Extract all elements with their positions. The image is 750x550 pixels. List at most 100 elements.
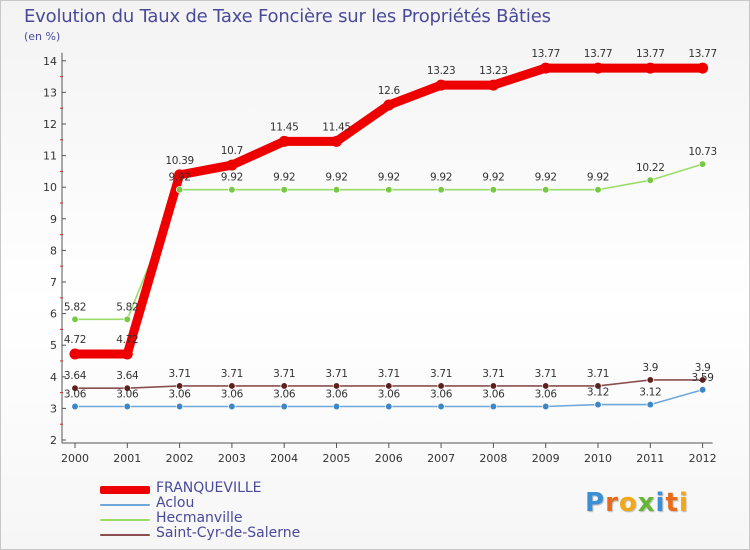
y-tick-label: 11 — [43, 150, 57, 163]
data-label-aclou: 3.06 — [430, 389, 453, 401]
data-label-saint-cyr-de-salerne: 3.64 — [64, 370, 87, 382]
data-point-franqueville — [644, 62, 656, 74]
data-label-aclou: 3.06 — [116, 389, 139, 401]
data-point-franqueville — [226, 159, 238, 171]
data-point-aclou — [646, 400, 654, 409]
data-label-aclou: 3.06 — [325, 389, 348, 401]
data-point-hecmanville — [332, 186, 341, 194]
logo-letter: r — [605, 488, 619, 518]
legend-swatch-hecmanville — [100, 519, 150, 521]
data-point-franqueville — [121, 348, 133, 360]
data-point-hecmanville — [385, 186, 393, 194]
data-point-aclou — [385, 402, 393, 411]
legend-label-hecmanville: Hecmanville — [156, 510, 243, 526]
data-label-franqueville: 13.77 — [584, 48, 613, 60]
data-point-hecmanville — [646, 176, 654, 184]
x-tick-label: 2012 — [689, 452, 717, 465]
data-point-saint-cyr-de-salerne — [594, 382, 602, 390]
x-tick-label: 2000 — [61, 452, 89, 465]
data-point-aclou — [594, 400, 602, 409]
series-line-franqueville — [70, 63, 708, 359]
data-point-aclou — [280, 402, 288, 411]
data-label-franqueville: 13.23 — [427, 65, 456, 77]
data-point-hecmanville — [489, 186, 498, 194]
data-label-aclou: 3.06 — [378, 389, 401, 401]
data-label-aclou: 3.12 — [587, 387, 609, 399]
data-label-aclou: 3.06 — [64, 389, 87, 401]
data-label-aclou: 3.06 — [169, 389, 192, 401]
data-label-franqueville: 4.72 — [116, 334, 138, 346]
data-label-hecmanville: 9.92 — [482, 172, 504, 184]
x-tick-label: 2010 — [584, 452, 612, 465]
logo-letter: i — [655, 488, 666, 518]
series-markers — [69, 62, 709, 411]
y-tick-label: 4 — [50, 371, 57, 384]
data-label-franqueville: 13.77 — [531, 48, 560, 60]
data-point-franqueville — [278, 135, 290, 147]
x-tick-label: 2006 — [375, 452, 403, 465]
data-label-saint-cyr-de-salerne: 3.71 — [378, 368, 400, 380]
data-point-aclou — [175, 402, 184, 411]
legend-swatch-aclou — [100, 504, 150, 506]
data-label-aclou: 3.06 — [535, 389, 558, 401]
data-point-franqueville — [174, 169, 186, 181]
data-point-hecmanville — [594, 186, 602, 194]
data-point-hecmanville — [542, 186, 550, 194]
data-label-saint-cyr-de-salerne: 3.9 — [695, 362, 711, 374]
data-label-franqueville: 11.45 — [270, 121, 299, 133]
data-label-aclou: 3.59 — [692, 372, 714, 384]
data-point-franqueville — [592, 62, 604, 74]
y-tick-label: 6 — [50, 308, 57, 321]
y-tick-label: 8 — [50, 244, 57, 257]
logo-letter: x — [637, 488, 656, 518]
y-tick-label: 13 — [43, 86, 57, 99]
data-point-saint-cyr-de-salerne — [646, 376, 654, 384]
data-label-aclou: 3.06 — [221, 389, 244, 401]
data-point-hecmanville — [228, 186, 236, 194]
data-point-hecmanville — [123, 315, 131, 323]
data-label-hecmanville: 10.22 — [636, 162, 665, 174]
x-tick-label: 2011 — [636, 452, 664, 465]
data-point-saint-cyr-de-salerne — [280, 382, 288, 390]
data-label-saint-cyr-de-salerne: 3.71 — [325, 368, 347, 380]
data-point-aclou — [71, 402, 79, 411]
data-label-hecmanville: 9.92 — [325, 172, 347, 184]
data-point-franqueville — [331, 135, 342, 147]
data-point-franqueville — [383, 99, 395, 111]
data-point-franqueville — [540, 62, 552, 74]
data-point-saint-cyr-de-salerne — [437, 382, 445, 390]
axes: 2 3 4 5 6 7 8 9 10 11 12 13 14 2000 2001 2002 2003 2004 20… — [43, 52, 717, 465]
data-label-franqueville: 4.72 — [64, 334, 86, 346]
data-label-hecmanville: 9.92 — [221, 172, 243, 184]
data-label-hecmanville: 9.92 — [535, 172, 557, 184]
data-label-saint-cyr-de-salerne: 3.64 — [116, 370, 139, 382]
data-point-aclou — [542, 402, 550, 411]
data-label-franqueville: 11.45 — [322, 121, 351, 133]
series-lines — [70, 63, 708, 408]
data-label-franqueville: 13.77 — [688, 48, 717, 60]
data-point-aclou — [228, 402, 236, 411]
legend-label-saint-cyr-de-salerne: Saint-Cyr-de-Salerne — [156, 525, 301, 541]
data-label-franqueville: 10.39 — [165, 155, 194, 167]
data-point-saint-cyr-de-salerne — [332, 382, 341, 390]
x-tick-label: 2003 — [218, 452, 246, 465]
legend-swatch-saint-cyr-de-salerne — [100, 534, 150, 536]
data-label-hecmanville: 9.92 — [430, 172, 452, 184]
x-tick-label: 2001 — [113, 452, 141, 465]
data-point-hecmanville — [280, 186, 288, 194]
data-label-aclou: 3.12 — [639, 387, 661, 399]
proxiti-logo: Proxiti — [585, 488, 689, 518]
logo-letter: i — [678, 488, 689, 518]
data-point-hecmanville — [71, 315, 79, 323]
y-tick-label: 3 — [50, 402, 57, 415]
legend-swatch-franqueville — [100, 486, 150, 494]
data-point-franqueville — [435, 79, 447, 91]
data-label-franqueville: 13.77 — [636, 48, 665, 60]
data-label-franqueville: 13.23 — [479, 65, 508, 77]
data-label-hecmanville: 9.92 — [169, 172, 191, 184]
data-label-saint-cyr-de-salerne: 3.71 — [535, 368, 557, 380]
logo-letter: P — [585, 488, 606, 518]
data-point-aclou — [437, 402, 445, 411]
